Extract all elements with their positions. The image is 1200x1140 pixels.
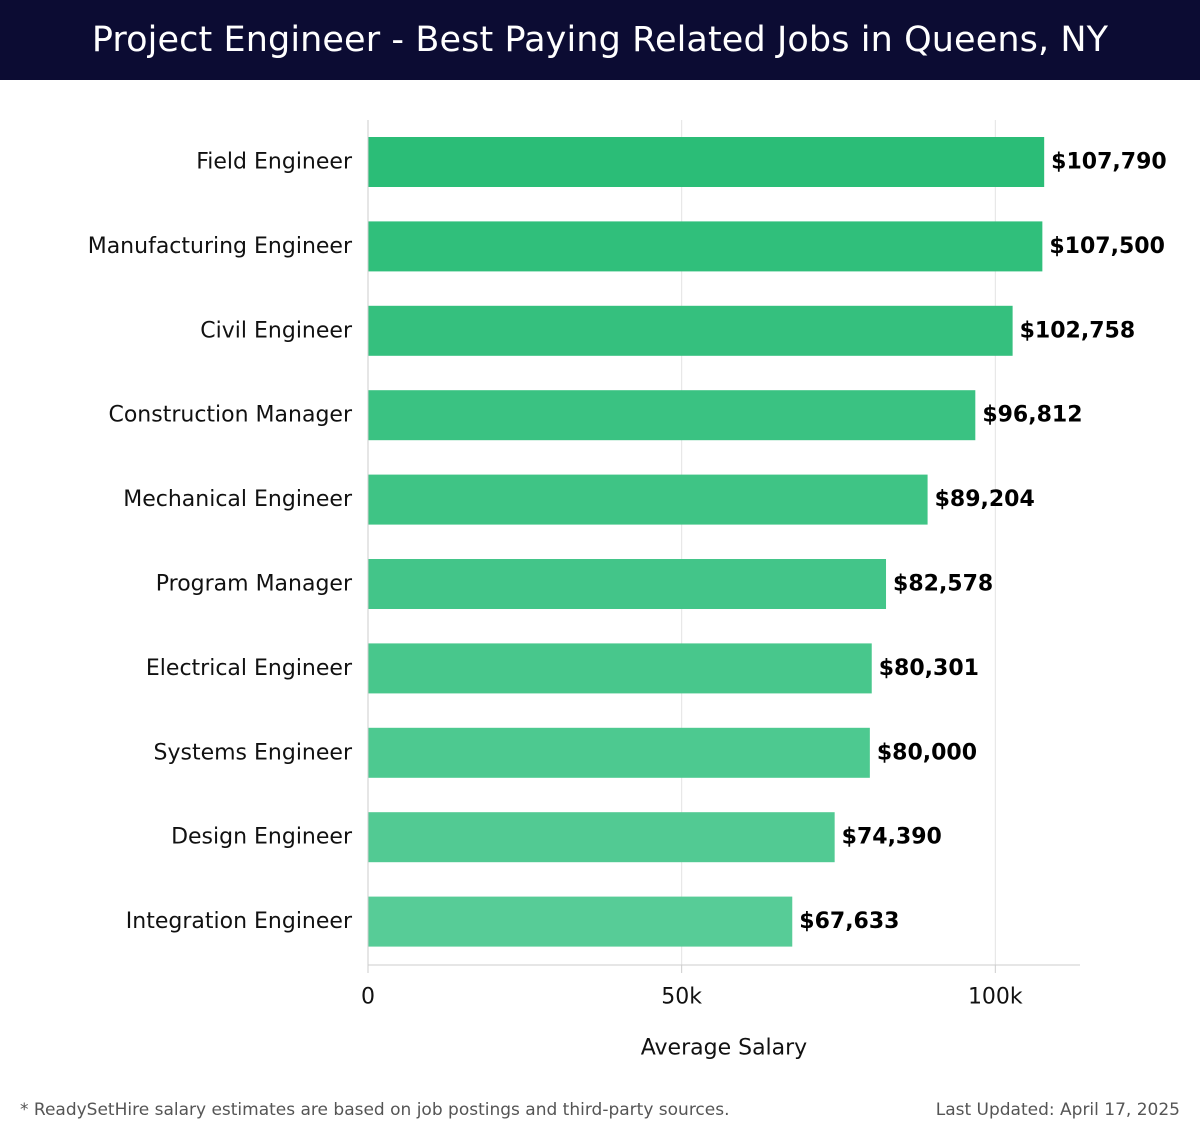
bar xyxy=(368,474,928,525)
bar-chart: Field Engineer $107,790 Manufacturing Engi… xyxy=(88,120,1167,1061)
bar xyxy=(368,390,976,441)
data-label: $102,758 xyxy=(1020,318,1136,343)
bar xyxy=(368,727,870,778)
category-label: Construction Manager xyxy=(108,403,352,428)
data-label: $74,390 xyxy=(842,825,942,850)
category-label: Mechanical Engineer xyxy=(123,487,353,512)
bar xyxy=(368,305,1013,356)
bar xyxy=(368,896,793,947)
x-tick-label: 50k xyxy=(661,985,702,1010)
bar xyxy=(368,643,872,694)
category-label: Civil Engineer xyxy=(200,318,353,343)
category-label: Integration Engineer xyxy=(126,909,353,934)
bar xyxy=(368,812,835,863)
data-label: $80,000 xyxy=(877,740,977,765)
x-tick-label: 0 xyxy=(361,985,375,1010)
data-label: $89,204 xyxy=(935,487,1035,512)
chart-title: Project Engineer - Best Paying Related J… xyxy=(91,20,1109,60)
category-label: Systems Engineer xyxy=(154,740,353,765)
data-label: $82,578 xyxy=(893,572,993,597)
category-label: Program Manager xyxy=(156,572,353,597)
category-label: Design Engineer xyxy=(171,825,353,850)
x-axis-title: Average Salary xyxy=(641,1036,807,1061)
data-label: $80,301 xyxy=(879,656,979,681)
category-label: Electrical Engineer xyxy=(146,656,353,681)
bar xyxy=(368,137,1045,187)
data-label: $96,812 xyxy=(982,403,1082,428)
category-label: Field Engineer xyxy=(196,150,353,175)
chart-area: Field Engineer $107,790 Manufacturing Engi… xyxy=(0,80,1200,1080)
source-note: * ReadySetHire salary estimates are base… xyxy=(20,1100,730,1120)
bar xyxy=(368,559,887,609)
data-label: $107,790 xyxy=(1051,150,1167,175)
category-label: Manufacturing Engineer xyxy=(88,234,353,259)
bar xyxy=(368,221,1043,272)
data-label: $67,633 xyxy=(799,909,899,934)
x-tick-label: 100k xyxy=(968,985,1023,1010)
last-updated: Last Updated: April 17, 2025 xyxy=(935,1100,1180,1120)
chart-header: Project Engineer - Best Paying Related J… xyxy=(0,0,1200,80)
data-label: $107,500 xyxy=(1049,234,1165,259)
